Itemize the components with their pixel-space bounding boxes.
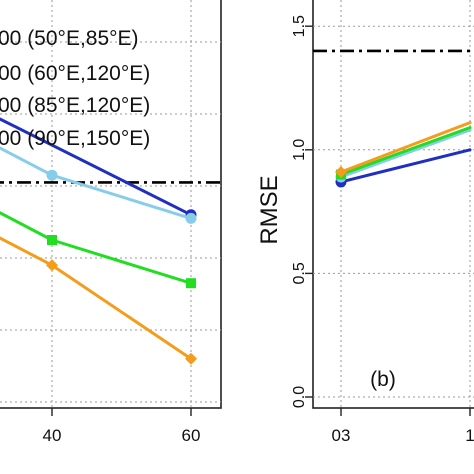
legend-entry-1: 00 (50°E,85°E) [0,27,139,50]
panel-b-series-line [339,126,472,176]
panel-a-series-2 [0,146,197,224]
panel-a-series-point [47,235,57,245]
panel-b-x-tick-label: 1 [465,426,474,445]
panel-b-x-tick-label: 03 [332,426,351,445]
panel-b-series-line [339,121,472,174]
panel-a-series-point [46,169,58,181]
panel-a-series-point [186,278,196,289]
panel-b-label: (b) [370,368,396,391]
panel-a-ticks: 40 60 [43,408,201,445]
panel-b-series-4 [335,121,472,179]
panel-a: 40 60 00 (50°E,85°E) 00 (60°E,120°E) 00 (… [0,0,222,445]
panel-a-series-line [0,211,193,285]
panel-b-series [335,121,472,188]
panel-b-ticks: 0.0 0.5 1.0 1.5 03 1 [291,15,474,445]
panel-a-series-line [0,117,193,217]
panel-a-series-point [185,352,197,365]
panel-a-x-tick-label: 60 [182,426,201,445]
panel-a-series-line [0,146,193,220]
panel-a-series-3 [0,211,196,289]
panel-a-series-point [185,212,197,224]
panel-b-y-tick-label: 0.0 [291,386,308,408]
panel-b-y-tick-label: 0.5 [291,262,308,284]
panel-a-series-point [46,259,58,272]
panel-a-series [0,117,197,365]
panel-a-frame [0,0,222,409]
panel-a-x-tick-label: 40 [43,426,62,445]
panel-b-series-line [339,128,472,179]
legend-entry-2: 00 (60°E,120°E) [0,62,150,85]
legend-entry-4: 00 (90°E,150°E) [0,127,150,150]
panel-a-legend: 00 (50°E,85°E) 00 (60°E,120°E) 00 (85°E,… [0,27,150,150]
panel-b-grid [313,0,474,408]
panel-b-y-tick-label: 1.5 [291,15,308,37]
panel-b-frame [312,0,474,409]
panel-a-series-4 [0,236,197,365]
panel-b-series-point [335,166,347,179]
panel-b-y-tick-label: 1.0 [291,139,308,161]
legend-entry-3: 00 (85°E,120°E) [0,94,150,117]
panel-b: 0.0 0.5 1.0 1.5 03 1 RMSE (b) [256,0,474,445]
panel-b-y-axis-label: RMSE [256,175,283,244]
panel-a-series-line [0,236,193,361]
panel-b-series-line [339,148,472,184]
